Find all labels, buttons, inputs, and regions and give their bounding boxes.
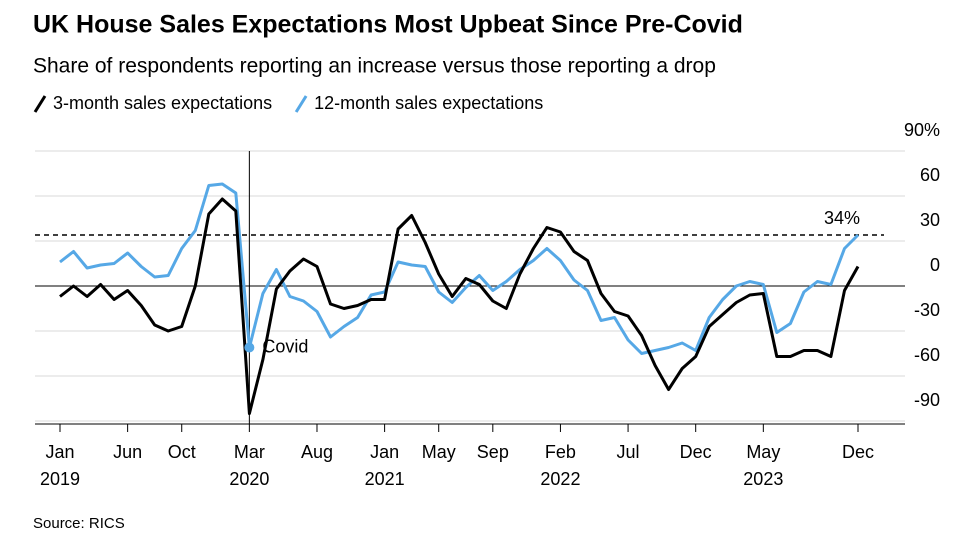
y-tick-label: -60 (914, 345, 940, 365)
legend-label: 3-month sales expectations (53, 93, 272, 113)
x-tick-label: Jan (370, 442, 399, 462)
x-tick-label: Mar (234, 442, 265, 462)
chart-subtitle: Share of respondents reporting an increa… (33, 55, 716, 78)
x-year-label: 2021 (365, 469, 405, 489)
x-tick-label: Aug (301, 442, 333, 462)
annotation-label: Covid (262, 336, 308, 356)
y-tick-label: 0 (930, 255, 940, 275)
x-tick-label: Jul (617, 442, 640, 462)
y-tick-label: -30 (914, 300, 940, 320)
x-year-label: 2022 (540, 469, 580, 489)
x-tick-label: May (422, 442, 456, 462)
x-tick-label: Jun (113, 442, 142, 462)
x-year-label: 2023 (743, 469, 783, 489)
x-tick-label: May (746, 442, 780, 462)
x-tick-label: Feb (545, 442, 576, 462)
y-tick-label: 30 (920, 210, 940, 230)
source: Source: RICS (33, 515, 125, 532)
legend-swatch (33, 95, 47, 113)
x-year-label: 2020 (229, 469, 269, 489)
x-year-label: 2019 (40, 469, 80, 489)
y-tick-label: 60 (920, 165, 940, 185)
reference-label: 34% (824, 208, 860, 228)
series-line (59, 197, 860, 415)
x-tick-label: Jan (45, 442, 74, 462)
series-line (59, 182, 860, 355)
legend: 3-month sales expectations 12-month sales… (33, 93, 543, 113)
y-tick-label: 90% (904, 120, 940, 140)
annotation-dot (244, 342, 255, 353)
x-tick-label: Sep (477, 442, 509, 462)
x-tick-label: Dec (680, 442, 712, 462)
legend-swatch (294, 95, 308, 113)
x-tick-label: Oct (168, 442, 196, 462)
x-tick-label: Dec (842, 442, 874, 462)
chart-title: UK House Sales Expectations Most Upbeat … (33, 11, 743, 39)
y-tick-label: -90 (914, 390, 940, 410)
legend-label: 12-month sales expectations (314, 93, 543, 113)
